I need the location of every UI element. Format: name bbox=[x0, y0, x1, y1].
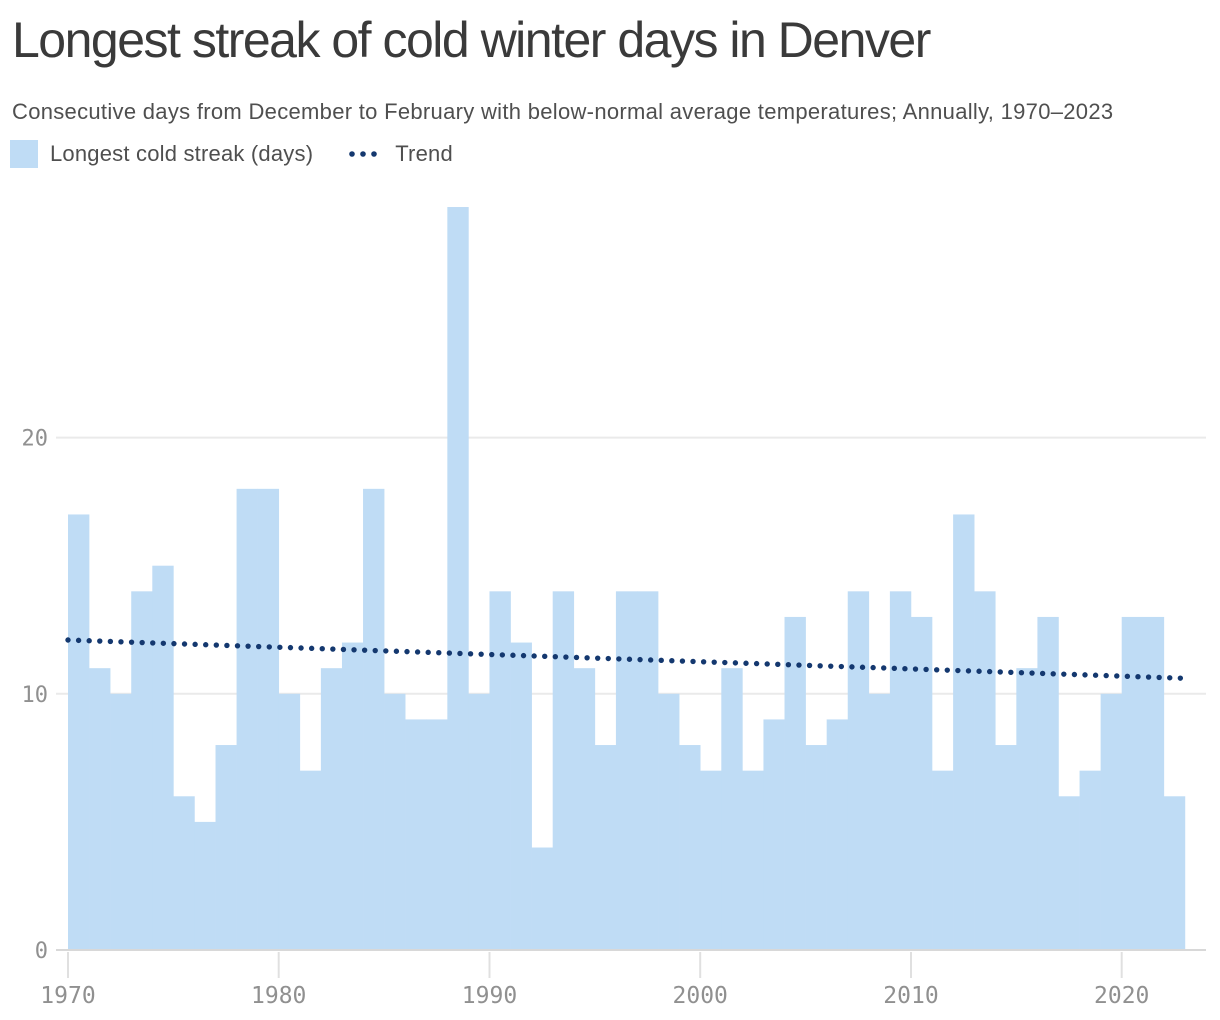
bar-1988 bbox=[447, 207, 469, 950]
bar-1974 bbox=[152, 565, 174, 950]
bar-2019 bbox=[1100, 693, 1122, 950]
bar-2008 bbox=[868, 693, 891, 950]
y-tick-label: 10 bbox=[22, 683, 49, 708]
bar-2017 bbox=[1058, 796, 1080, 950]
x-tick-label: 2020 bbox=[1094, 983, 1149, 1009]
bar-swatch bbox=[10, 140, 38, 168]
y-tick-label: 0 bbox=[35, 939, 48, 964]
chart-title: Longest streak of cold winter days in De… bbox=[12, 12, 931, 68]
bar-1987 bbox=[426, 719, 448, 950]
bar-1999 bbox=[679, 745, 701, 950]
x-axis-labels: 1970 1980 1990 2000 2010 2020 bbox=[40, 952, 1149, 1009]
bar-1978 bbox=[236, 488, 258, 950]
bar-1972 bbox=[110, 693, 132, 950]
bar-2018 bbox=[1079, 770, 1101, 950]
bar-2003 bbox=[763, 719, 785, 950]
bar-1977 bbox=[215, 745, 237, 950]
bar-2014 bbox=[995, 745, 1017, 950]
bar-1983 bbox=[341, 642, 364, 950]
y-tick-label: 20 bbox=[22, 427, 49, 452]
chart-subtitle: Consecutive days from December to Februa… bbox=[12, 99, 1114, 124]
bar-2020 bbox=[1121, 616, 1144, 950]
legend-item-bars: Longest cold streak (days) bbox=[10, 140, 313, 168]
bar-1979 bbox=[257, 488, 280, 950]
x-tick-label: 1990 bbox=[462, 983, 517, 1009]
bar-1976 bbox=[194, 821, 216, 950]
bar-2015 bbox=[1016, 668, 1038, 950]
x-tick-label: 1970 bbox=[40, 983, 95, 1009]
legend-item-trend: Trend bbox=[325, 141, 453, 167]
bar-2000 bbox=[700, 770, 722, 950]
x-tick-label: 1980 bbox=[251, 983, 306, 1009]
bar-1971 bbox=[89, 668, 111, 950]
bar-2006 bbox=[826, 719, 849, 950]
bar-1980 bbox=[278, 693, 301, 950]
bar-2007 bbox=[847, 591, 870, 950]
legend-label-trend: Trend bbox=[395, 141, 453, 166]
x-tick-label: 2010 bbox=[883, 983, 938, 1009]
legend: Longest cold streak (days) Trend bbox=[10, 139, 453, 169]
bar-1995 bbox=[594, 745, 617, 950]
bar-1970 bbox=[68, 514, 90, 950]
bar-2016 bbox=[1037, 616, 1059, 950]
bar-2001 bbox=[721, 668, 743, 950]
bar-2021 bbox=[1142, 616, 1165, 950]
y-axis-labels: 0 10 20 bbox=[22, 427, 49, 964]
trend-dots-icon bbox=[349, 151, 378, 157]
bar-1998 bbox=[658, 693, 680, 950]
bar-1973 bbox=[131, 591, 153, 950]
bar-1986 bbox=[405, 719, 427, 950]
bar-2010 bbox=[910, 616, 933, 950]
bar-2011 bbox=[932, 770, 954, 950]
bar-1993 bbox=[552, 591, 575, 950]
bar-1984 bbox=[363, 488, 385, 950]
bar-1991 bbox=[510, 642, 532, 950]
bar-2009 bbox=[889, 591, 912, 950]
bar-1997 bbox=[637, 591, 659, 950]
bar-1989 bbox=[468, 693, 490, 950]
bar-1990 bbox=[489, 591, 511, 950]
bar-2005 bbox=[805, 745, 827, 950]
bar-1975 bbox=[173, 796, 195, 950]
bars bbox=[68, 207, 1186, 950]
x-tick-label: 2000 bbox=[673, 983, 728, 1009]
bar-1994 bbox=[573, 668, 596, 950]
legend-label-bars: Longest cold streak (days) bbox=[50, 141, 314, 166]
bar-1985 bbox=[384, 693, 406, 950]
bar-2002 bbox=[742, 770, 764, 950]
trend-line bbox=[65, 637, 1191, 682]
bar-1996 bbox=[615, 591, 638, 950]
bar-2013 bbox=[974, 591, 996, 950]
bar-2004 bbox=[784, 616, 806, 950]
bar-1981 bbox=[299, 770, 322, 950]
bar-1982 bbox=[320, 668, 343, 950]
bar-2022 bbox=[1163, 796, 1186, 950]
bar-2012 bbox=[953, 514, 975, 950]
bar-1992 bbox=[531, 847, 553, 950]
